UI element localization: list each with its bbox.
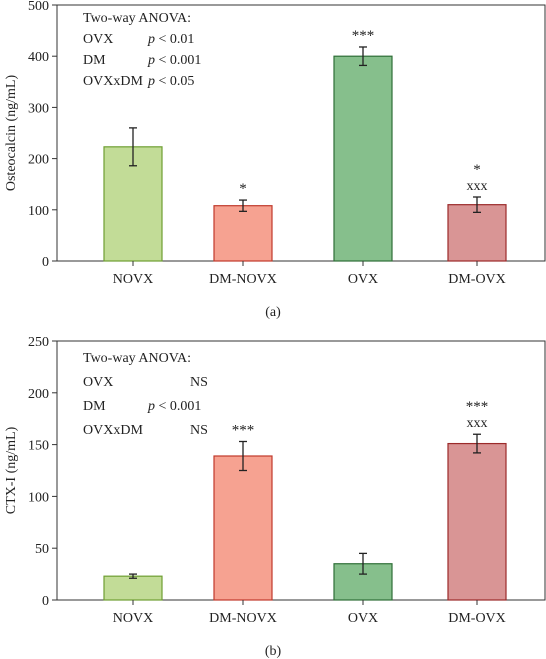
- y-axis-label: Osteocalcin (ng/mL): [4, 75, 19, 192]
- x-tick-label: DM-NOVX: [209, 611, 277, 626]
- y-tick-label: 100: [28, 490, 49, 505]
- y-tick-label: 400: [28, 50, 49, 65]
- panel-b: 0 50 100 150 200 250 CTX-I (ng/mL) NOVX DM-NOVX O…: [4, 335, 546, 659]
- error-bar: [239, 199, 247, 212]
- y-tick-label: 250: [28, 335, 49, 350]
- significance-mark: *: [239, 181, 247, 197]
- y-tick-label: 150: [28, 439, 49, 454]
- panel-label: (a): [265, 305, 281, 320]
- plot-frame: [56, 4, 546, 262]
- anova-factor: OVX: [83, 32, 113, 47]
- bar-dm-ovx: [447, 442, 507, 601]
- bar-novx: [103, 575, 163, 601]
- error-bar: [359, 552, 367, 575]
- y-tick-label: 500: [28, 0, 49, 14]
- panel-a: 0 100 200 300 400 500 Osteocalcin (ng/mL) NOVX D…: [4, 0, 546, 320]
- panel-label: (b): [265, 644, 282, 659]
- significance-mark: *: [473, 162, 481, 178]
- error-bar: [239, 440, 247, 472]
- y-axis-label: CTX-I (ng/mL): [4, 426, 19, 514]
- bar-dm-ovx: [447, 204, 507, 262]
- significance-mark: xxx: [467, 179, 488, 194]
- y-tick-label: 50: [35, 542, 49, 557]
- y-tick-label: 200: [28, 387, 49, 402]
- bar-ovx: [333, 55, 393, 262]
- anova-p-value: p < 0.001: [147, 399, 201, 414]
- y-tick-label: 300: [28, 101, 49, 116]
- x-tick-label: NOVX: [113, 611, 153, 626]
- anova-factor: OVXxDM: [83, 423, 143, 438]
- anova-title: Two-way ANOVA:: [83, 11, 191, 26]
- anova-p-value: p < 0.05: [147, 74, 194, 89]
- x-tick-label: NOVX: [113, 272, 153, 287]
- bar-dm-novx: [213, 455, 273, 601]
- anova-factor: DM: [83, 399, 106, 414]
- anova-factor: OVX: [83, 375, 113, 390]
- x-tick-label: OVX: [348, 272, 378, 287]
- error-bar: [129, 573, 137, 579]
- anova-p-value: p < 0.001: [147, 53, 201, 68]
- x-tick-label: OVX: [348, 611, 378, 626]
- significance-mark: ***: [232, 422, 255, 438]
- y-tick-label: 200: [28, 153, 49, 168]
- significance-mark: ***: [352, 28, 375, 44]
- x-tick-label: DM-OVX: [448, 611, 506, 626]
- significance-mark: ***: [466, 399, 489, 415]
- error-bar: [473, 433, 481, 454]
- error-bar: [359, 46, 367, 67]
- anova-p-value: p < 0.01: [147, 32, 194, 47]
- error-bar: [473, 196, 481, 214]
- y-tick-label: 0: [42, 594, 49, 609]
- x-tick-label: DM-OVX: [448, 272, 506, 287]
- anova-factor: OVXxDM: [83, 74, 143, 89]
- error-bar: [129, 127, 137, 167]
- anova-factor: DM: [83, 53, 106, 68]
- anova-p-value: NS: [190, 423, 208, 438]
- bar-dm-novx: [213, 205, 273, 262]
- plot-frame: [56, 340, 546, 601]
- anova-p-value: NS: [190, 375, 208, 390]
- x-tick-label: DM-NOVX: [209, 272, 277, 287]
- significance-mark: xxx: [467, 416, 488, 431]
- anova-title: Two-way ANOVA:: [83, 351, 191, 366]
- y-tick-label: 0: [42, 255, 49, 270]
- y-tick-label: 100: [28, 204, 49, 219]
